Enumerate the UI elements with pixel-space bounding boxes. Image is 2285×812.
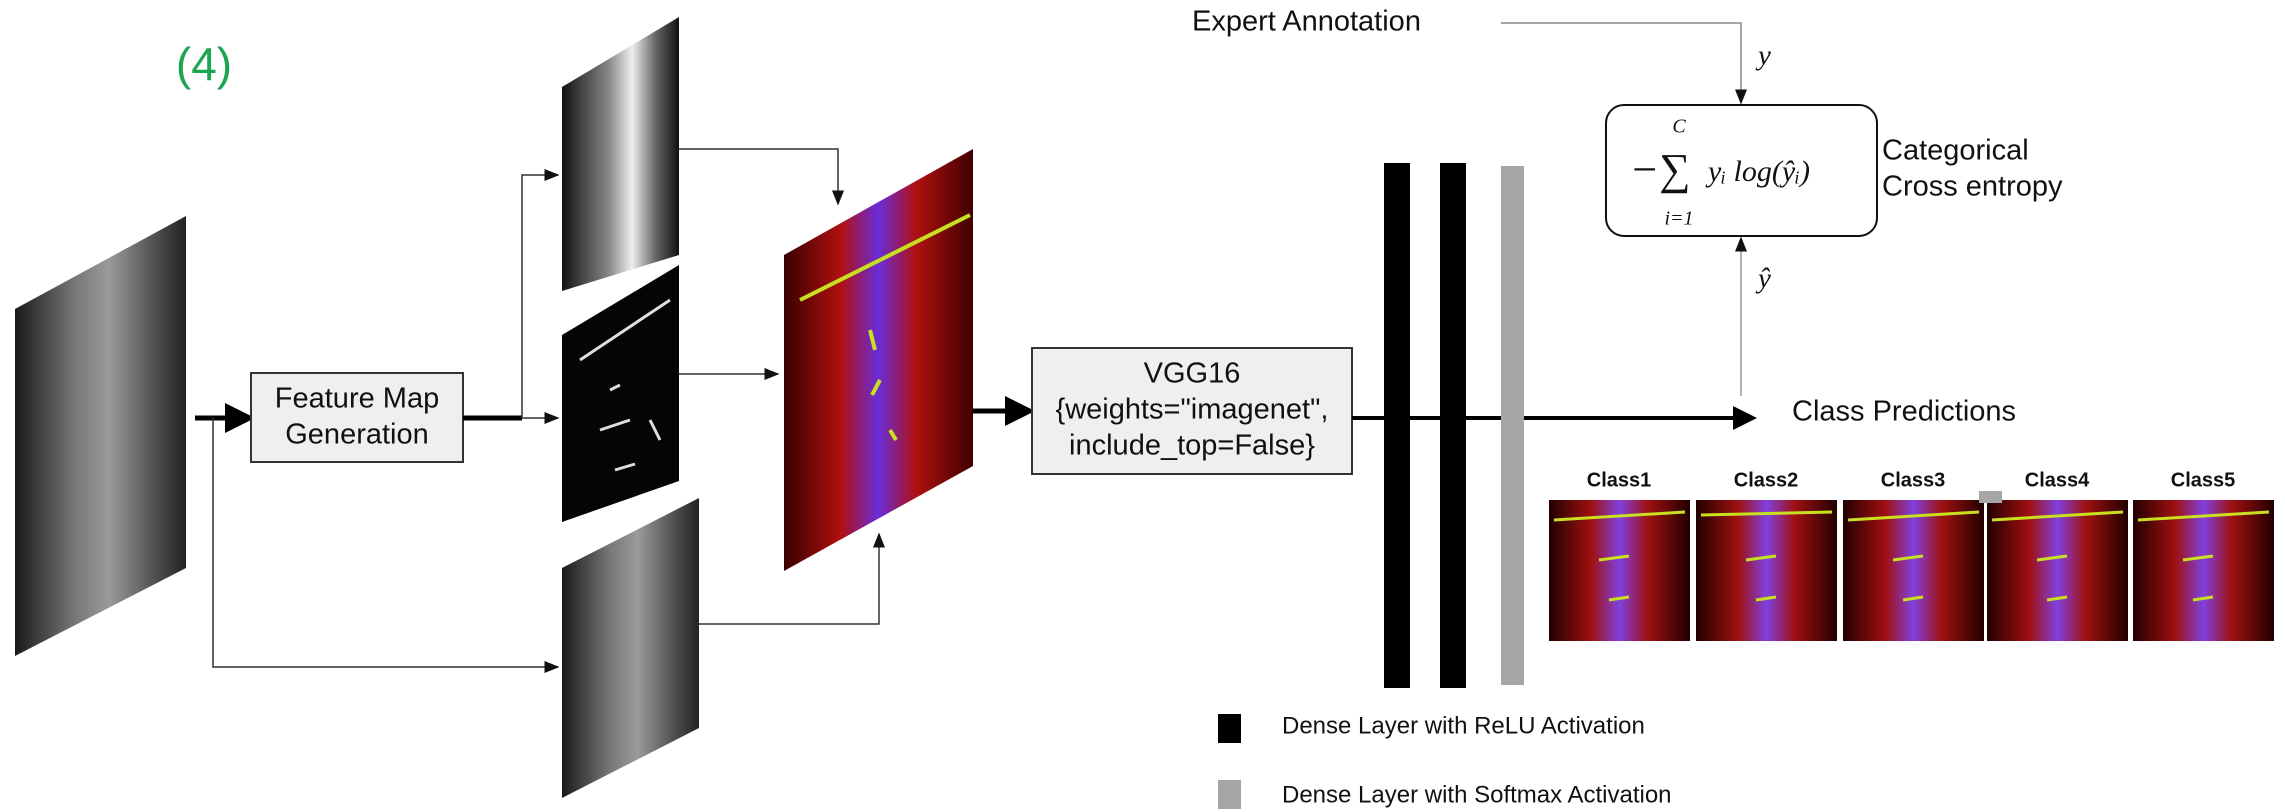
expert-annotation: Expert Annotation (1192, 6, 1421, 38)
legend-text: Dense Layer with ReLU Activation (1282, 712, 1645, 739)
box-text: {weights="imagenet", (1056, 394, 1329, 426)
edge-map (562, 265, 679, 522)
box-text: include_top=False} (1069, 430, 1315, 462)
class-label: Class1 (1587, 469, 1652, 491)
depth-map (562, 17, 679, 291)
y-hat-label: ŷ (1755, 263, 1771, 295)
loss-name: Cross entropy (1882, 171, 2063, 203)
loss-lower: i=1 (1664, 208, 1693, 230)
class-image (1549, 500, 1690, 641)
arrow (522, 175, 558, 418)
class-predictions: Class Predictions (1792, 396, 2016, 428)
y-label: y (1755, 40, 1771, 72)
class-image (1843, 500, 1984, 641)
arrow (1501, 23, 1741, 103)
class-label: Class3 (1881, 469, 1946, 491)
input-image (15, 216, 186, 656)
legend-swatch-relu (1218, 714, 1241, 743)
class-image (2133, 500, 2274, 641)
composite-image (784, 149, 973, 571)
marker (1979, 491, 2002, 503)
class-label: Class5 (2171, 469, 2236, 491)
loss-upper: C (1672, 116, 1686, 138)
legend-swatch-softmax (1218, 780, 1241, 809)
box-text: VGG16 (1144, 358, 1241, 390)
class-image (1696, 500, 1837, 641)
class-thumbnails: Class1 Class2 Class3 Class4 Class5 (1549, 469, 2274, 641)
loss-name: Categorical (1882, 135, 2029, 167)
class-image (1987, 500, 2128, 641)
raw-map (562, 498, 699, 798)
dense-relu (1440, 163, 1466, 688)
box-text: Generation (285, 419, 429, 451)
loss-operator: −∑ (1629, 145, 1690, 194)
loss-expression: yᵢ log(ŷᵢ) (1705, 155, 1810, 188)
panel-label: (4) (176, 38, 232, 90)
dense-softmax (1501, 166, 1524, 685)
diagram: (4) Feature Map Generation VGG16 {weight… (0, 0, 2285, 812)
legend-text: Dense Layer with Softmax Activation (1282, 781, 1672, 808)
class-label: Class4 (2025, 469, 2090, 491)
class-label: Class2 (1734, 469, 1799, 491)
box-text: Feature Map (275, 383, 439, 415)
dense-relu (1384, 163, 1410, 688)
arrow (679, 149, 838, 204)
